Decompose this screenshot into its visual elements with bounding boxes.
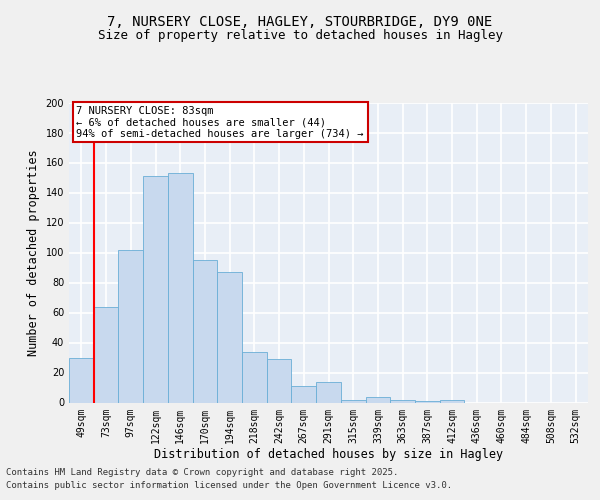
- Bar: [390, 400, 415, 402]
- Bar: [143, 176, 168, 402]
- Bar: [341, 400, 365, 402]
- Bar: [316, 382, 341, 402]
- Bar: [242, 352, 267, 403]
- Bar: [118, 250, 143, 402]
- Bar: [69, 358, 94, 403]
- Text: Contains HM Land Registry data © Crown copyright and database right 2025.: Contains HM Land Registry data © Crown c…: [6, 468, 398, 477]
- Bar: [168, 173, 193, 402]
- Bar: [415, 401, 440, 402]
- Bar: [217, 272, 242, 402]
- Text: 7, NURSERY CLOSE, HAGLEY, STOURBRIDGE, DY9 0NE: 7, NURSERY CLOSE, HAGLEY, STOURBRIDGE, D…: [107, 16, 493, 30]
- Bar: [440, 400, 464, 402]
- Bar: [292, 386, 316, 402]
- Text: Contains public sector information licensed under the Open Government Licence v3: Contains public sector information licen…: [6, 482, 452, 490]
- Bar: [94, 306, 118, 402]
- X-axis label: Distribution of detached houses by size in Hagley: Distribution of detached houses by size …: [154, 448, 503, 461]
- Y-axis label: Number of detached properties: Number of detached properties: [27, 149, 40, 356]
- Bar: [193, 260, 217, 402]
- Text: Size of property relative to detached houses in Hagley: Size of property relative to detached ho…: [97, 30, 503, 43]
- Bar: [365, 396, 390, 402]
- Bar: [267, 359, 292, 403]
- Text: 7 NURSERY CLOSE: 83sqm
← 6% of detached houses are smaller (44)
94% of semi-deta: 7 NURSERY CLOSE: 83sqm ← 6% of detached …: [76, 106, 364, 138]
